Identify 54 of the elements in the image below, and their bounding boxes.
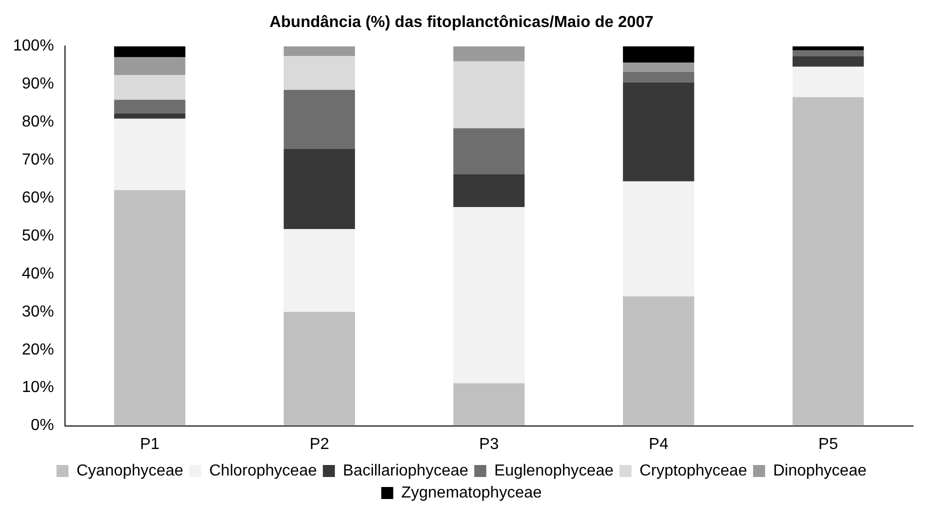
bar	[622, 72, 694, 82]
legend-label: Zygnematophyceae	[401, 484, 542, 502]
bar	[453, 46, 525, 62]
bar	[453, 383, 525, 426]
y-tick-label: 30%	[22, 303, 54, 320]
y-tick-label: 100%	[13, 38, 54, 55]
bar	[792, 46, 864, 50]
y-tick-label: 60%	[22, 189, 54, 206]
bar	[114, 118, 186, 190]
bar	[114, 46, 186, 58]
legend-label: Dinophyceae	[773, 462, 867, 480]
legend-label: Bacillariophyceae	[342, 462, 468, 480]
legend-label: Euglenophyceae	[494, 462, 614, 480]
bar	[114, 57, 186, 76]
bar	[792, 97, 864, 426]
y-tick-label: 0%	[30, 417, 54, 434]
y-tick-label: 80%	[22, 114, 54, 131]
bar	[453, 128, 525, 174]
bar	[792, 66, 864, 98]
y-tick-label: 70%	[22, 151, 54, 168]
x-tick-label: P1	[140, 436, 160, 453]
bar	[284, 148, 355, 230]
bar	[792, 50, 864, 56]
bar	[284, 90, 355, 149]
bar	[114, 113, 186, 119]
bar	[284, 56, 355, 90]
bar	[114, 75, 186, 100]
x-tick-label: P4	[648, 436, 668, 453]
bar	[622, 62, 694, 72]
bar	[284, 46, 355, 56]
bar	[453, 207, 525, 384]
bar	[453, 174, 525, 208]
bar	[284, 312, 355, 426]
chart-title: Abundância (%) das fitoplanctônicas/Maio de 2007	[269, 14, 654, 32]
x-tick-label: P5	[818, 436, 838, 453]
bar	[114, 100, 186, 114]
x-tick-label: P2	[310, 436, 330, 453]
legend-label: Cryptophyceae	[639, 462, 748, 480]
bar	[622, 296, 694, 426]
bar	[622, 82, 694, 182]
y-tick-label: 20%	[22, 341, 54, 358]
bar	[622, 181, 694, 296]
y-tick-label: 10%	[22, 379, 54, 396]
bar	[114, 190, 186, 426]
y-tick-label: 90%	[22, 76, 54, 93]
bar	[622, 46, 694, 63]
bar	[453, 61, 525, 128]
bar	[792, 56, 864, 67]
bar	[284, 229, 355, 312]
x-tick-label: P3	[479, 436, 499, 453]
y-tick-label: 50%	[22, 227, 54, 244]
y-tick-label: 40%	[22, 265, 54, 282]
legend-label: Cyanophyceae	[76, 462, 184, 480]
legend-label: Chlorophyceae	[209, 462, 317, 480]
